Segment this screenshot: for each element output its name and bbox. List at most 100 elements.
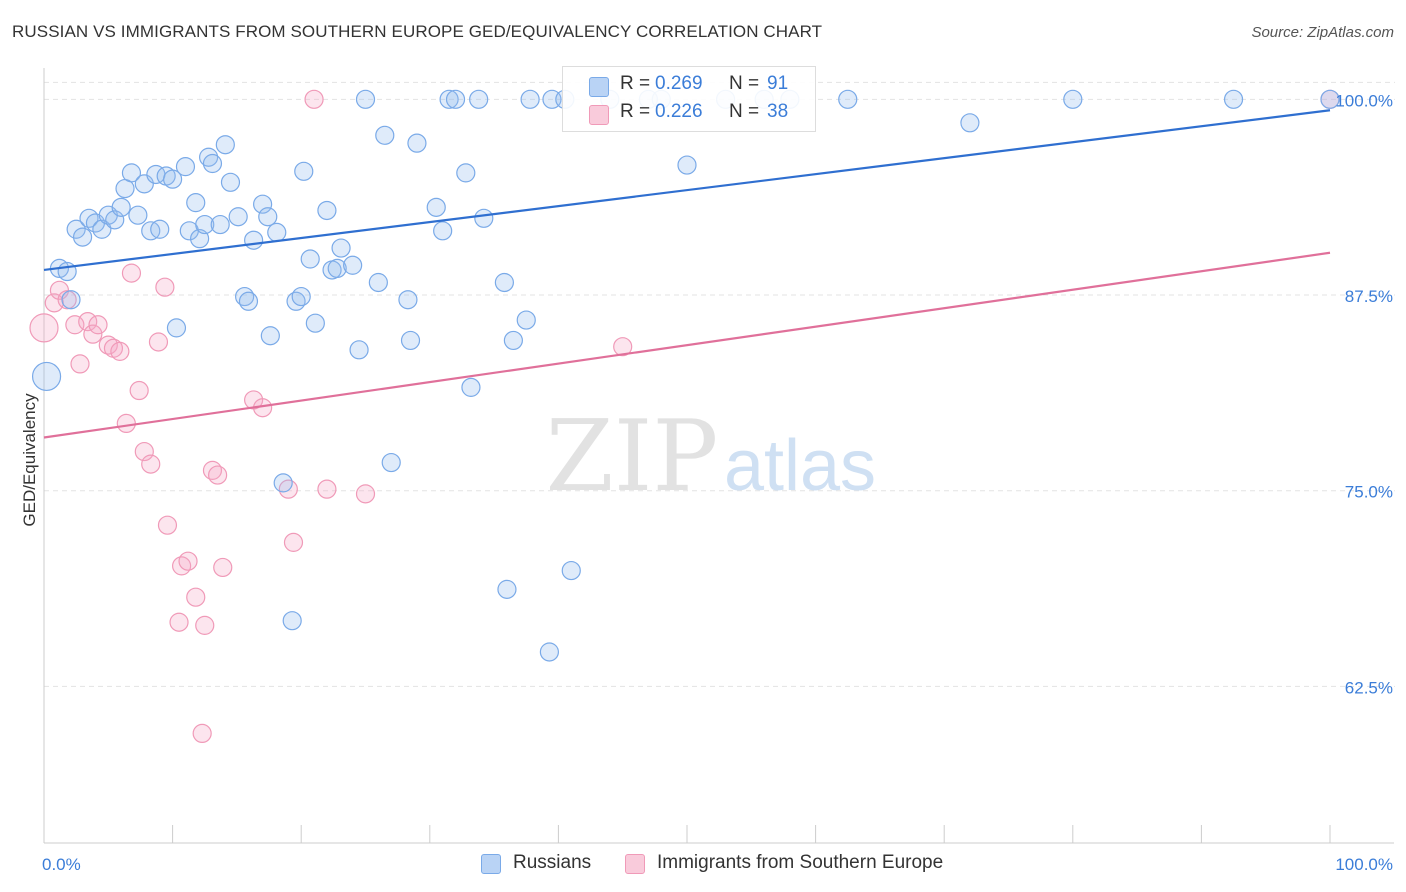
point-russians	[105, 210, 125, 230]
legend-n-label: N =	[729, 101, 760, 122]
point-russians	[128, 205, 148, 225]
legend-swatch-russians	[589, 77, 609, 97]
point-southern	[304, 89, 324, 109]
point-russians	[331, 238, 351, 258]
point-russians	[461, 377, 481, 397]
point-russians	[291, 286, 311, 307]
point-russians	[407, 133, 427, 153]
trend-lines	[43, 109, 1331, 439]
bottom-legend-label-southern: Immigrants from Southern Europe	[657, 852, 944, 873]
legend-r-label: R =	[620, 73, 651, 94]
legend-n-value: 91	[767, 73, 789, 94]
point-russians	[1223, 89, 1244, 109]
point-russians	[439, 89, 459, 109]
point-russians	[561, 560, 581, 581]
x-tick-label: 100.0%	[1335, 855, 1393, 874]
point-russians	[349, 340, 369, 360]
point-southern	[355, 484, 376, 504]
point-southern	[121, 263, 142, 283]
axes	[43, 68, 1394, 844]
grid-lines	[44, 81, 1395, 687]
point-southern	[195, 615, 215, 635]
point-russians	[190, 229, 210, 249]
point-russians	[381, 452, 401, 473]
point-southern	[141, 454, 161, 474]
point-russians	[327, 258, 347, 279]
watermark-zip: ZIP	[546, 400, 719, 514]
legend-n-value: 38	[767, 101, 789, 122]
point-southern	[157, 515, 178, 535]
point-russians	[300, 249, 320, 269]
point-russians	[210, 214, 230, 235]
legend-swatch-southern	[589, 105, 609, 125]
source-label: Source: ZipAtlas.com	[1251, 24, 1394, 41]
point-russians	[220, 172, 241, 192]
point-russians	[273, 473, 293, 493]
point-russians	[400, 330, 421, 351]
point-russians	[260, 326, 280, 346]
point-southern	[98, 335, 118, 355]
point-russians	[258, 207, 278, 227]
trend-line-southern	[43, 251, 1331, 439]
y-tick-label: 100.0%	[1335, 91, 1393, 110]
point-russians	[72, 227, 93, 247]
legend-row-russians: R = 0.269 N = 91	[563, 73, 815, 99]
legend-r-value: 0.269	[655, 73, 703, 94]
point-russians	[343, 255, 363, 275]
point-russians	[398, 290, 418, 310]
point-russians	[92, 219, 112, 239]
y-axis-label: GED/Equivalency	[20, 393, 39, 527]
point-russians	[66, 219, 86, 239]
point-southern	[116, 413, 136, 434]
point-russians	[61, 290, 81, 310]
point-russians	[31, 361, 62, 392]
point-russians	[494, 272, 514, 293]
point-russians	[175, 157, 196, 177]
point-southern	[192, 723, 212, 744]
point-russians	[497, 579, 517, 599]
point-russians	[166, 318, 187, 338]
point-russians	[838, 89, 858, 109]
point-russians	[163, 169, 183, 189]
point-russians	[195, 214, 215, 235]
point-russians	[355, 89, 376, 109]
point-russians	[215, 135, 235, 155]
point-russians	[960, 113, 980, 133]
point-southern	[278, 479, 298, 499]
point-southern	[178, 551, 198, 571]
point-southern	[148, 332, 169, 352]
point-southern	[613, 337, 633, 357]
point-southern	[317, 479, 337, 499]
point-russians	[111, 197, 131, 217]
point-southern	[208, 465, 228, 485]
point-southern	[213, 557, 233, 578]
point-southern	[129, 380, 149, 401]
point-russians	[1063, 89, 1083, 109]
point-russians	[474, 208, 494, 228]
legend-row-southern: R = 0.226 N = 38	[563, 101, 815, 127]
point-russians	[375, 125, 395, 145]
point-southern	[110, 341, 130, 361]
point-russians	[228, 207, 248, 227]
point-russians	[267, 222, 287, 242]
point-russians	[469, 89, 489, 109]
point-russians	[186, 193, 206, 213]
point-russians	[238, 291, 259, 311]
point-russians	[244, 230, 264, 250]
point-southern	[169, 612, 189, 632]
point-southern	[70, 354, 90, 374]
point-russians	[368, 272, 388, 293]
point-russians	[445, 89, 466, 109]
correlation-legend: R = 0.269 N = 91 R = 0.226 N = 38	[562, 66, 816, 132]
point-russians	[516, 310, 536, 330]
point-russians	[539, 642, 559, 662]
point-russians	[253, 194, 273, 214]
bottom-legend-swatch-russians	[481, 854, 501, 874]
point-russians	[456, 163, 476, 183]
legend-r-value: 0.226	[655, 101, 703, 122]
x-tick-label: 0.0%	[42, 855, 81, 874]
point-russians	[317, 200, 337, 221]
point-southern	[83, 324, 103, 344]
point-russians	[202, 153, 223, 174]
